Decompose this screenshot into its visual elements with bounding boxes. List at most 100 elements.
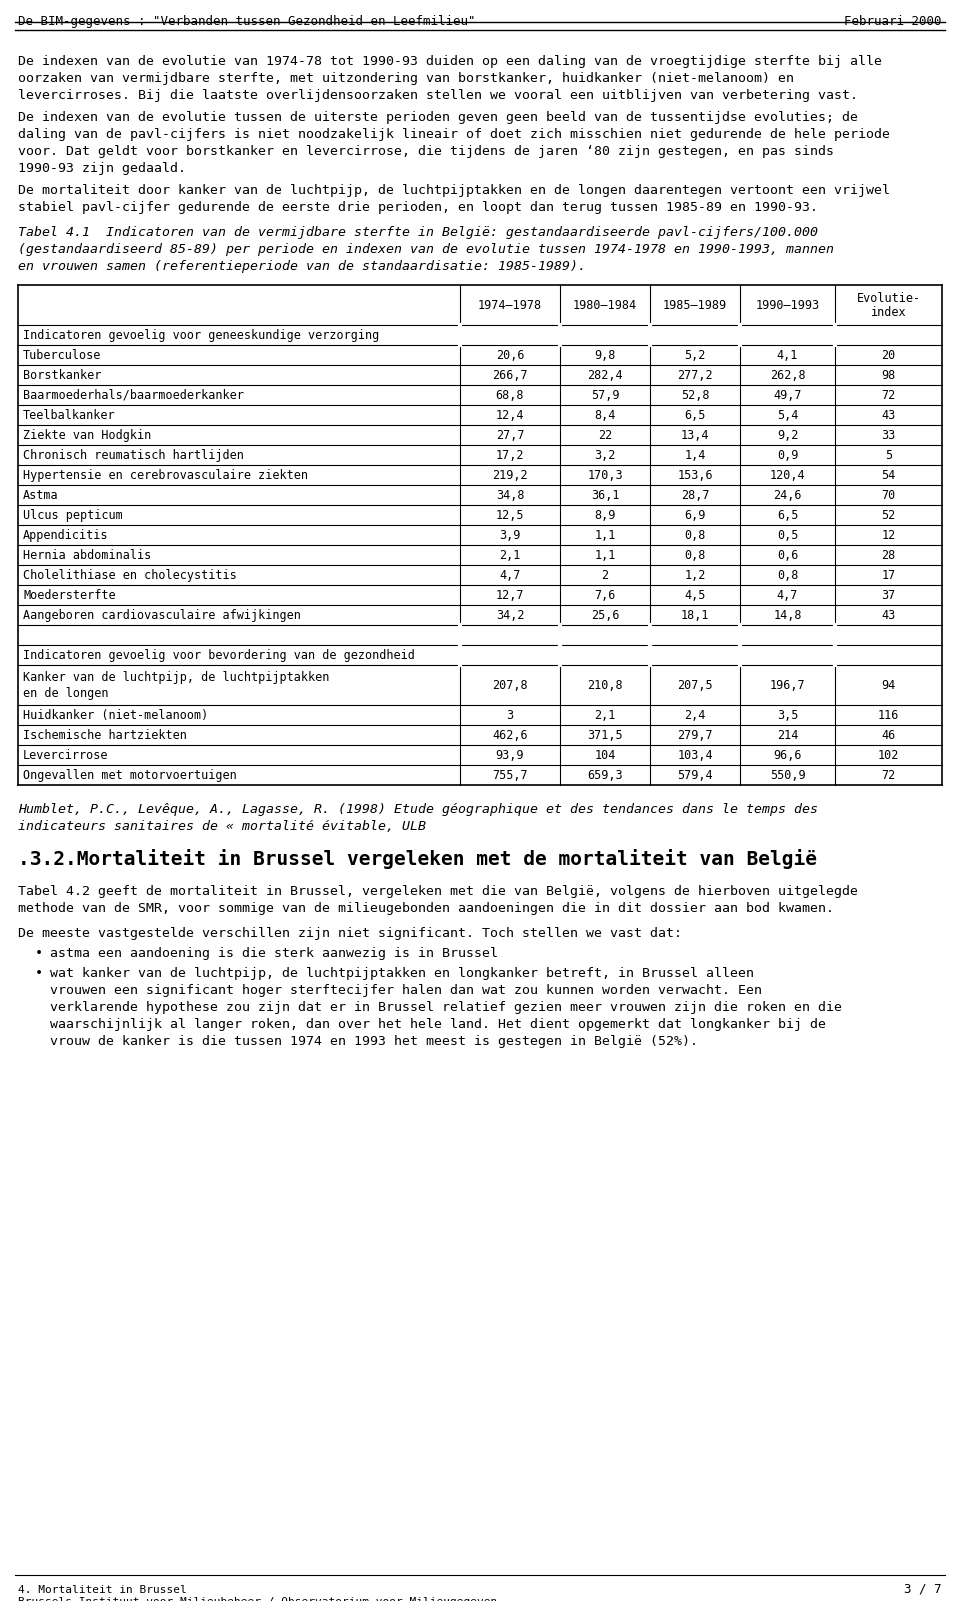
Text: 5,4: 5,4 (777, 408, 798, 421)
Text: 34,2: 34,2 (495, 608, 524, 621)
Text: 28,7: 28,7 (681, 488, 709, 501)
Text: 1980–1984: 1980–1984 (573, 298, 637, 312)
Text: astma een aandoening is die sterk aanwezig is in Brussel: astma een aandoening is die sterk aanwez… (50, 948, 498, 961)
Text: 0,8: 0,8 (777, 568, 798, 581)
Text: 1,1: 1,1 (594, 528, 615, 541)
Text: 116: 116 (877, 709, 900, 722)
Text: 0,6: 0,6 (777, 549, 798, 562)
Text: 120,4: 120,4 (770, 469, 805, 482)
Text: Kanker van de luchtpijp, de luchtpijptakken: Kanker van de luchtpijp, de luchtpijptak… (23, 671, 329, 684)
Text: 755,7: 755,7 (492, 768, 528, 781)
Text: Ongevallen met motorvoertuigen: Ongevallen met motorvoertuigen (23, 768, 237, 781)
Text: 103,4: 103,4 (677, 749, 713, 762)
Text: Levercirrose: Levercirrose (23, 749, 108, 762)
Text: Appendicitis: Appendicitis (23, 528, 108, 541)
Text: 25,6: 25,6 (590, 608, 619, 621)
Text: 6,5: 6,5 (777, 509, 798, 522)
Text: 2,1: 2,1 (594, 709, 615, 722)
Text: Borstkanker: Borstkanker (23, 368, 102, 381)
Text: (gestandaardiseerd 85-89) per periode en indexen van de evolutie tussen 1974-197: (gestandaardiseerd 85-89) per periode en… (18, 243, 834, 256)
Text: vrouw de kanker is die tussen 1974 en 1993 het meest is gestegen in België (52%): vrouw de kanker is die tussen 1974 en 19… (50, 1034, 698, 1049)
Text: 210,8: 210,8 (588, 679, 623, 692)
Text: •: • (35, 967, 43, 980)
Text: oorzaken van vermijdbare sterfte, met uitzondering van borstkanker, huidkanker (: oorzaken van vermijdbare sterfte, met ui… (18, 72, 794, 85)
Text: 12,5: 12,5 (495, 509, 524, 522)
Text: 20,6: 20,6 (495, 349, 524, 362)
Text: De meeste vastgestelde verschillen zijn niet significant. Toch stellen we vast d: De meeste vastgestelde verschillen zijn … (18, 927, 682, 940)
Text: 8,9: 8,9 (594, 509, 615, 522)
Text: 5: 5 (885, 448, 892, 461)
Text: voor. Dat geldt voor borstkanker en levercirrose, die tijdens de jaren ‘80 zijn : voor. Dat geldt voor borstkanker en leve… (18, 146, 834, 158)
Text: 282,4: 282,4 (588, 368, 623, 381)
Text: en vrouwen samen (referentieperiode van de standaardisatie: 1985-1989).: en vrouwen samen (referentieperiode van … (18, 259, 586, 274)
Text: 52: 52 (881, 509, 896, 522)
Text: Hernia abdominalis: Hernia abdominalis (23, 549, 152, 562)
Text: methode van de SMR, voor sommige van de milieugebonden aandoeningen die in dit d: methode van de SMR, voor sommige van de … (18, 901, 834, 916)
Text: 462,6: 462,6 (492, 728, 528, 741)
Text: 17,2: 17,2 (495, 448, 524, 461)
Text: 20: 20 (881, 349, 896, 362)
Text: 4,7: 4,7 (499, 568, 520, 581)
Text: 13,4: 13,4 (681, 429, 709, 442)
Text: 0,8: 0,8 (684, 528, 706, 541)
Text: 279,7: 279,7 (677, 728, 713, 741)
Text: 102: 102 (877, 749, 900, 762)
Text: 1990-93 zijn gedaald.: 1990-93 zijn gedaald. (18, 162, 186, 175)
Text: Evolutie-: Evolutie- (856, 291, 921, 304)
Text: 37: 37 (881, 589, 896, 602)
Text: 46: 46 (881, 728, 896, 741)
Text: Baarmoederhals/baarmoederkanker: Baarmoederhals/baarmoederkanker (23, 389, 244, 402)
Text: 1,4: 1,4 (684, 448, 706, 461)
Text: 36,1: 36,1 (590, 488, 619, 501)
Text: Huidkanker (niet-melanoom): Huidkanker (niet-melanoom) (23, 709, 208, 722)
Text: 0,9: 0,9 (777, 448, 798, 461)
Text: 262,8: 262,8 (770, 368, 805, 381)
Text: 27,7: 27,7 (495, 429, 524, 442)
Text: 3 / 7: 3 / 7 (904, 1582, 942, 1596)
Text: Ziekte van Hodgkin: Ziekte van Hodgkin (23, 429, 152, 442)
Text: Astma: Astma (23, 488, 59, 501)
Text: 24,6: 24,6 (773, 488, 802, 501)
Text: 8,4: 8,4 (594, 408, 615, 421)
Text: 18,1: 18,1 (681, 608, 709, 621)
Text: De indexen van de evolutie van 1974-78 tot 1990-93 duiden op een daling van de v: De indexen van de evolutie van 1974-78 t… (18, 54, 882, 67)
Text: 28: 28 (881, 549, 896, 562)
Text: 72: 72 (881, 389, 896, 402)
Text: 1985–1989: 1985–1989 (663, 298, 727, 312)
Text: 4. Mortaliteit in Brussel: 4. Mortaliteit in Brussel (18, 1585, 187, 1595)
Text: wat kanker van de luchtpijp, de luchtpijptakken en longkanker betreft, in Brusse: wat kanker van de luchtpijp, de luchtpij… (50, 967, 754, 980)
Text: 371,5: 371,5 (588, 728, 623, 741)
Text: 4,5: 4,5 (684, 589, 706, 602)
Text: 3,9: 3,9 (499, 528, 520, 541)
Text: Humblet, P.C., Levêque, A., Lagasse, R. (1998) Etude géographique et des tendanc: Humblet, P.C., Levêque, A., Lagasse, R. … (18, 804, 818, 817)
Text: 2: 2 (601, 568, 609, 581)
Text: 43: 43 (881, 408, 896, 421)
Text: 1974–1978: 1974–1978 (478, 298, 542, 312)
Text: 153,6: 153,6 (677, 469, 713, 482)
Text: Teelbalkanker: Teelbalkanker (23, 408, 115, 421)
Text: en de longen: en de longen (23, 687, 108, 700)
Text: 0,5: 0,5 (777, 528, 798, 541)
Text: 9,2: 9,2 (777, 429, 798, 442)
Text: Chronisch reumatisch hartlijden: Chronisch reumatisch hartlijden (23, 448, 244, 461)
Text: 207,8: 207,8 (492, 679, 528, 692)
Text: Tuberculose: Tuberculose (23, 349, 102, 362)
Text: 219,2: 219,2 (492, 469, 528, 482)
Text: 72: 72 (881, 768, 896, 781)
Text: 0,8: 0,8 (684, 549, 706, 562)
Text: 94: 94 (881, 679, 896, 692)
Text: 5,2: 5,2 (684, 349, 706, 362)
Text: •: • (35, 948, 43, 961)
Text: .3.2.Mortaliteit in Brussel vergeleken met de mortaliteit van België: .3.2.Mortaliteit in Brussel vergeleken m… (18, 849, 817, 869)
Text: De mortaliteit door kanker van de luchtpijp, de luchtpijptakken en de longen daa: De mortaliteit door kanker van de luchtp… (18, 184, 890, 197)
Text: 6,5: 6,5 (684, 408, 706, 421)
Text: 207,5: 207,5 (677, 679, 713, 692)
Text: waarschijnlijk al langer roken, dan over het hele land. Het dient opgemerkt dat : waarschijnlijk al langer roken, dan over… (50, 1018, 826, 1031)
Text: 579,4: 579,4 (677, 768, 713, 781)
Text: 57,9: 57,9 (590, 389, 619, 402)
Text: Februari 2000: Februari 2000 (845, 14, 942, 27)
Text: 104: 104 (594, 749, 615, 762)
Text: Indicatoren gevoelig voor bevordering van de gezondheid: Indicatoren gevoelig voor bevordering va… (23, 648, 415, 661)
Text: 2,4: 2,4 (684, 709, 706, 722)
Text: 43: 43 (881, 608, 896, 621)
